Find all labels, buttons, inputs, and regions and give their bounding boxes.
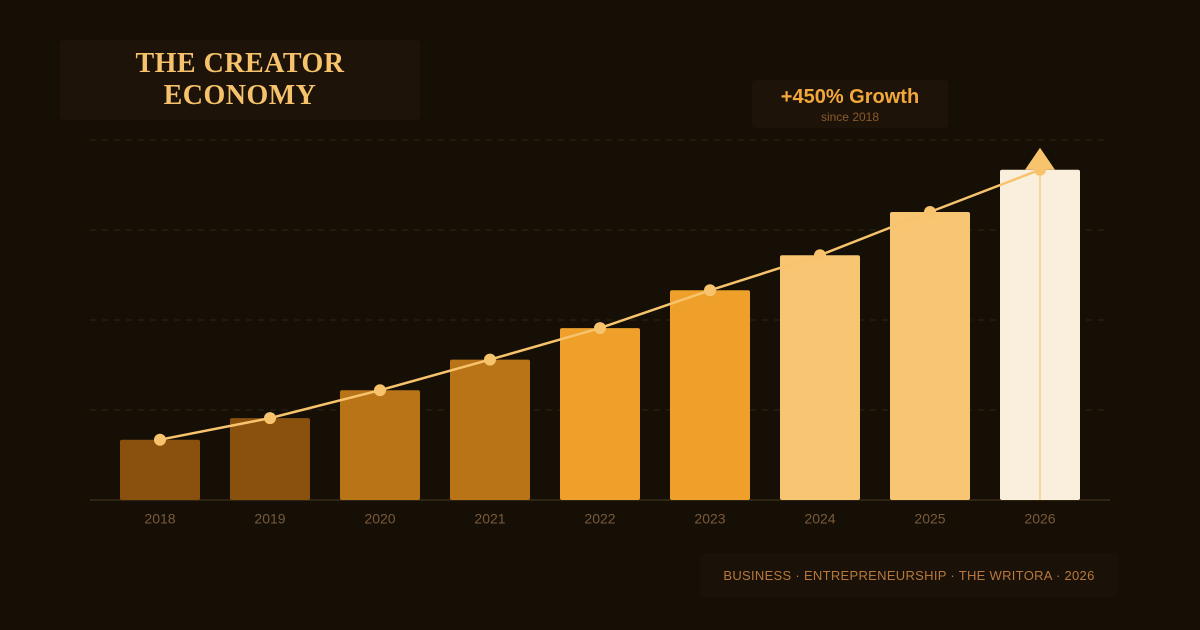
trend-point bbox=[814, 249, 826, 262]
footer: BUSINESS · ENTREPRENEURSHIP · THE WRITOR… bbox=[723, 567, 1095, 583]
annotation-box: +450% Growth since 2018 bbox=[752, 80, 948, 128]
bar bbox=[780, 255, 860, 500]
x-tick-label: 2025 bbox=[914, 511, 945, 527]
x-tick-label: 2021 bbox=[474, 511, 505, 527]
x-tick-label: 2020 bbox=[364, 511, 395, 527]
trend-point bbox=[924, 206, 936, 218]
x-tick-label: 2022 bbox=[584, 511, 615, 527]
chart-title: THE CREATOR ECONOMY bbox=[135, 48, 345, 111]
bar bbox=[230, 418, 310, 500]
x-tick-label: 2023 bbox=[694, 511, 725, 527]
trend-point bbox=[1034, 163, 1046, 176]
x-tick-label: 2024 bbox=[804, 511, 835, 527]
bar bbox=[890, 212, 970, 500]
footer-box: BUSINESS · ENTREPRENEURSHIP · THE WRITOR… bbox=[700, 553, 1118, 597]
x-tick-label: 2019 bbox=[254, 511, 285, 527]
annotation-note: since 2018 bbox=[820, 110, 880, 124]
x-tick-label: 2018 bbox=[144, 511, 175, 527]
title-box: THE CREATOR ECONOMY bbox=[60, 40, 420, 120]
trend-point bbox=[484, 353, 496, 366]
bar bbox=[120, 439, 200, 500]
bar bbox=[560, 328, 640, 500]
trend-point bbox=[374, 384, 386, 397]
x-tick-label: 2026 bbox=[1024, 511, 1055, 527]
bar bbox=[670, 290, 750, 500]
annotation: +450% Growth bbox=[780, 86, 920, 108]
bar bbox=[450, 359, 530, 500]
trend-point bbox=[264, 412, 276, 425]
trend-point bbox=[704, 284, 716, 297]
highlight-arrow bbox=[1025, 147, 1055, 170]
trend-point bbox=[154, 433, 166, 446]
bar bbox=[340, 390, 420, 500]
trend-point bbox=[594, 322, 606, 335]
